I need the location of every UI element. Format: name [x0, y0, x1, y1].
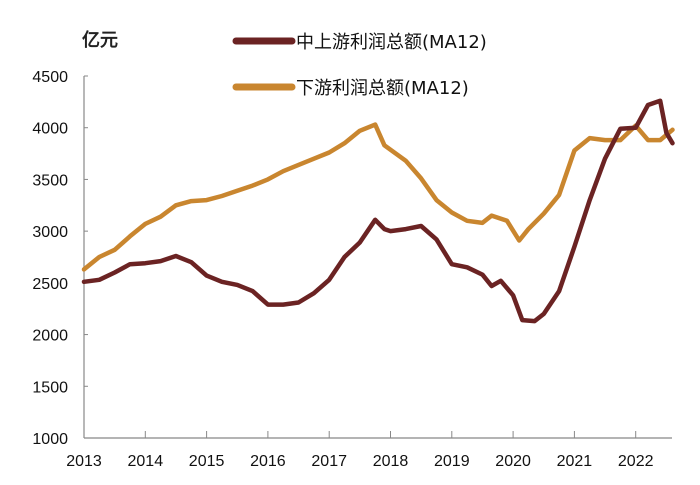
x-tick-label: 2020: [495, 453, 531, 470]
x-tick-label: 2018: [373, 453, 409, 470]
y-tick-label: 3500: [32, 172, 68, 189]
y-tick-label: 1000: [32, 431, 68, 448]
x-tick-label: 2014: [128, 453, 164, 470]
x-tick-label: 2013: [66, 453, 102, 470]
legend-label-downstream: 下游利润总额(MA12): [296, 78, 469, 99]
y-tick-label: 2000: [32, 328, 68, 345]
x-tick-label: 2015: [189, 453, 225, 470]
y-tick-label: 1500: [32, 379, 68, 396]
x-tick-label: 2022: [618, 453, 654, 470]
y-tick-label: 4000: [32, 121, 68, 138]
series-line-downstream: [81, 122, 675, 272]
y-tick-label: 3000: [32, 224, 68, 241]
legend: 中上游利润总额(MA12) 下游利润总额(MA12): [232, 32, 487, 99]
x-tick-label: 2016: [250, 453, 286, 470]
x-tick-label: 2021: [557, 453, 593, 470]
y-tick-label: 2500: [32, 276, 68, 293]
series-line-upstream: [81, 98, 675, 324]
y-tick-label: 4500: [32, 69, 68, 86]
x-tick-label: 2019: [434, 453, 470, 470]
y-unit-label: 亿元: [82, 29, 118, 51]
legend-label-upstream: 中上游利润总额(MA12): [296, 32, 487, 53]
x-tick-label: 2017: [311, 453, 347, 470]
